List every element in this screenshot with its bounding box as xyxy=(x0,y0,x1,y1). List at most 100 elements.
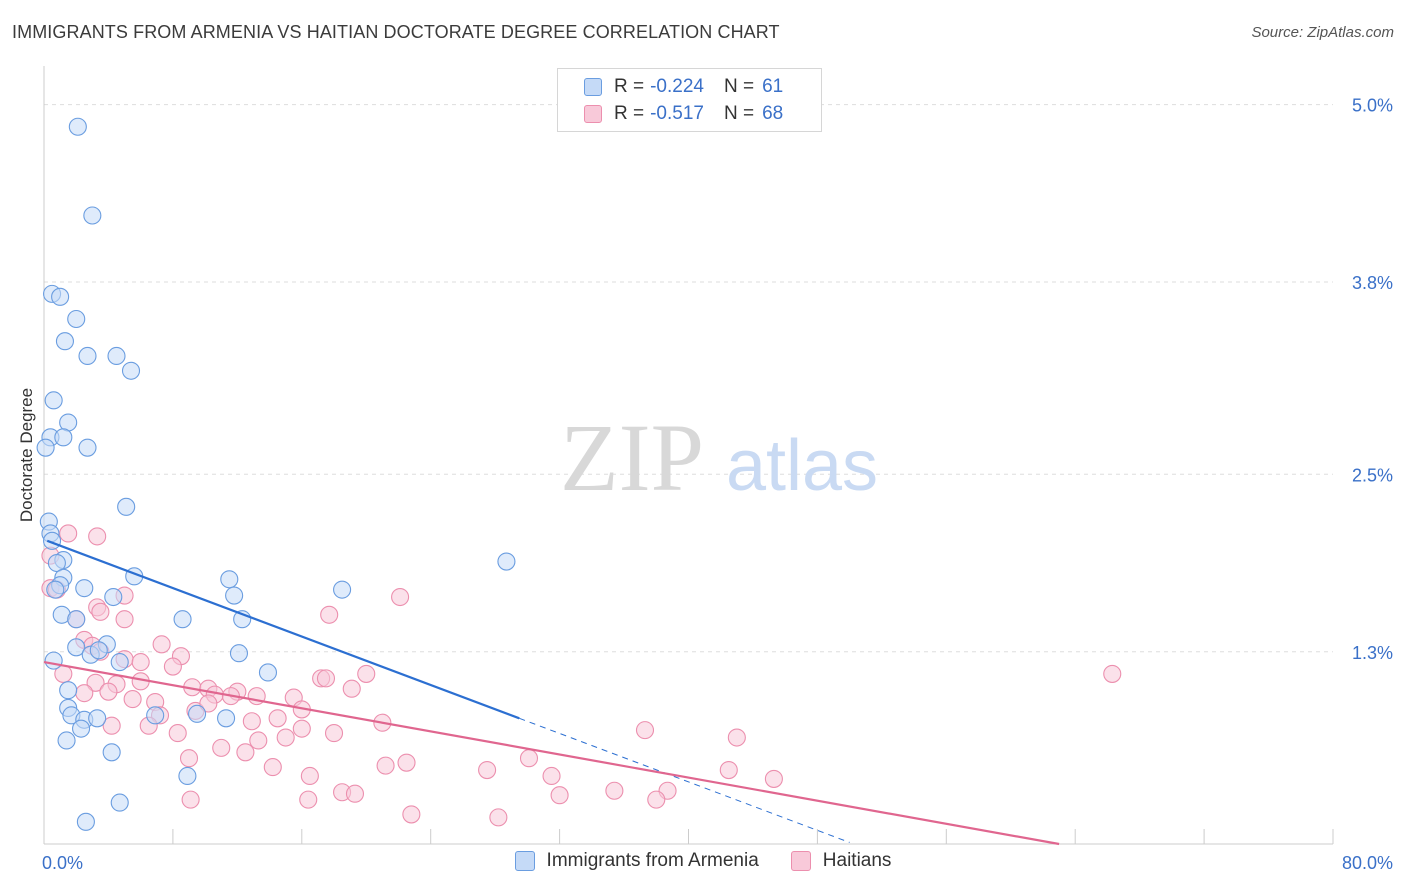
legend-swatch-pink xyxy=(790,851,811,871)
point-haitians-24 xyxy=(75,684,94,703)
point-armenia-27 xyxy=(225,586,244,605)
point-haitians-41 xyxy=(199,694,218,713)
point-haitians-38 xyxy=(357,664,376,683)
legend-item-haitians[interactable]: Haitians xyxy=(790,850,892,872)
x-axis-labels: 0.0% 80.0% xyxy=(42,853,1393,873)
series-legend: Immigrants from Armenia Haitians xyxy=(0,850,1406,872)
legend-label-haitians: Haitians xyxy=(822,850,892,871)
x-tick-label-max: 80.0% xyxy=(1342,853,1393,873)
point-haitians-45 xyxy=(276,728,295,747)
point-haitians-75 xyxy=(635,721,655,740)
point-haitians-70 xyxy=(550,786,569,805)
legend-n-value-haitians: 68 xyxy=(762,103,784,124)
y-tick-label-3: 5.0% xyxy=(1352,96,1393,116)
y-tick-label-2: 3.8% xyxy=(1352,273,1393,293)
point-haitians-76 xyxy=(1103,664,1122,683)
point-haitians-21 xyxy=(86,673,105,692)
point-haitians-59 xyxy=(345,784,365,803)
point-haitians-54 xyxy=(236,743,255,762)
watermark-zip: ZIP xyxy=(560,404,704,511)
point-armenia-56 xyxy=(76,812,95,831)
watermark: ZIP atlas xyxy=(560,404,878,511)
point-haitians-9 xyxy=(115,610,134,629)
point-haitians-46 xyxy=(292,719,311,738)
point-armenia-12 xyxy=(54,428,73,447)
point-haitians-52 xyxy=(179,749,199,768)
point-armenia-23 xyxy=(46,580,65,599)
haitians-points xyxy=(41,524,1122,827)
y-tick-label-0: 1.3% xyxy=(1352,643,1393,663)
point-armenia-54 xyxy=(178,766,197,786)
legend-swatch-blue xyxy=(514,851,535,871)
point-armenia-0 xyxy=(68,117,87,136)
point-haitians-19 xyxy=(163,657,182,676)
point-armenia-1 xyxy=(83,206,102,225)
point-armenia-47 xyxy=(72,719,91,738)
point-armenia-38 xyxy=(89,641,108,660)
gridlines xyxy=(44,104,1333,653)
point-haitians-43 xyxy=(242,712,261,731)
y-axis-title: Doctorate Degree xyxy=(17,388,36,522)
point-haitians-55 xyxy=(249,731,268,750)
point-armenia-53 xyxy=(102,743,121,762)
point-armenia-26 xyxy=(220,570,239,589)
legend-r-label: R = xyxy=(614,76,645,97)
point-haitians-64 xyxy=(542,766,561,786)
point-armenia-55 xyxy=(110,793,129,812)
point-armenia-33 xyxy=(173,610,192,629)
point-haitians-44 xyxy=(268,709,287,728)
point-armenia-35 xyxy=(67,638,86,657)
point-haitians-26 xyxy=(123,690,142,709)
point-armenia-42 xyxy=(258,663,278,682)
point-haitians-57 xyxy=(300,766,319,786)
point-armenia-40 xyxy=(110,653,129,672)
point-haitians-11 xyxy=(391,587,410,607)
point-armenia-50 xyxy=(188,704,207,723)
point-haitians-74 xyxy=(181,790,200,809)
point-haitians-6 xyxy=(91,602,110,621)
point-haitians-0 xyxy=(59,524,78,543)
chart-source: Source: ZipAtlas.com xyxy=(1251,24,1394,41)
point-haitians-53 xyxy=(212,738,231,757)
point-haitians-36 xyxy=(316,669,336,688)
point-haitians-49 xyxy=(102,716,121,735)
point-haitians-47 xyxy=(324,724,344,743)
legend-r-value-haitians: -0.517 xyxy=(650,103,704,124)
point-armenia-13 xyxy=(78,438,97,457)
point-armenia-15 xyxy=(117,497,136,516)
point-armenia-5 xyxy=(55,332,74,351)
point-haitians-37 xyxy=(342,679,361,698)
y-axis-labels: 1.3% 2.5% 3.8% 5.0% xyxy=(1352,96,1393,663)
point-armenia-29 xyxy=(497,552,516,571)
point-haitians-17 xyxy=(131,653,150,672)
trend-lines xyxy=(43,539,1060,846)
point-armenia-41 xyxy=(229,644,249,663)
point-haitians-61 xyxy=(397,753,416,772)
point-haitians-25 xyxy=(99,682,118,701)
legend-swatch-pink xyxy=(584,105,602,123)
point-haitians-67 xyxy=(719,761,738,780)
point-armenia-43 xyxy=(59,681,78,700)
point-haitians-62 xyxy=(478,761,497,780)
watermark-atlas: atlas xyxy=(726,426,878,506)
point-haitians-69 xyxy=(647,790,666,809)
stats-legend: R = -0.224 N = 61 R = -0.517 N = 68 xyxy=(557,68,822,132)
point-haitians-56 xyxy=(263,758,282,777)
x-tick-label-min: 0.0% xyxy=(42,853,83,873)
point-armenia-3 xyxy=(51,287,70,306)
trend-line-armenia-extension xyxy=(519,717,850,843)
point-armenia-8 xyxy=(121,361,141,380)
legend-row-haitians: R = -0.517 N = 68 xyxy=(584,102,783,126)
point-armenia-18 xyxy=(43,531,62,550)
point-haitians-71 xyxy=(299,790,318,809)
trend-line-haitians xyxy=(43,661,1060,846)
legend-swatch-blue xyxy=(584,78,602,96)
legend-item-armenia[interactable]: Immigrants from Armenia xyxy=(514,850,759,872)
legend-label-armenia: Immigrants from Armenia xyxy=(546,850,759,871)
legend-r-value-armenia: -0.224 xyxy=(650,76,704,97)
point-haitians-77 xyxy=(727,728,746,747)
point-haitians-68 xyxy=(764,769,783,788)
legend-n-label: N = xyxy=(723,103,755,124)
point-armenia-28 xyxy=(333,580,352,599)
